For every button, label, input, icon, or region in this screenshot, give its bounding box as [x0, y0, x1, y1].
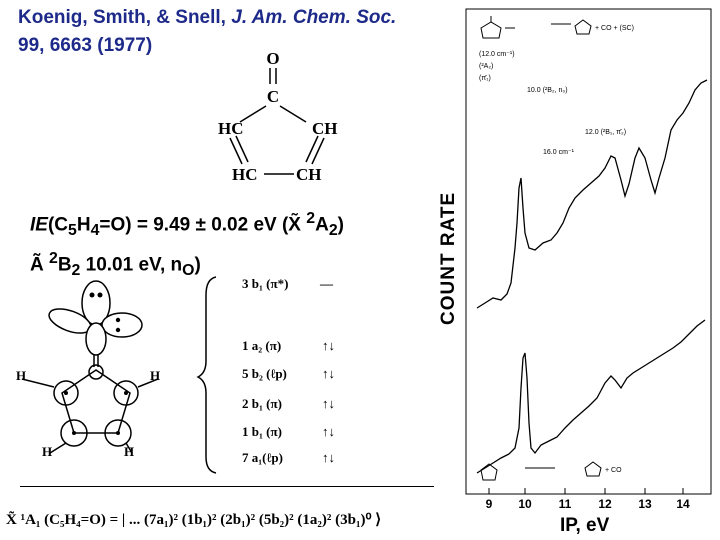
- orbital-level: 2 b₁ (π): [242, 396, 282, 411]
- orbital-occupancy: —: [320, 276, 333, 291]
- annotation-hump: 16.0 cm⁻¹: [543, 149, 575, 156]
- scheme-bottom-label: + CO: [605, 467, 622, 474]
- atom-o: O: [266, 49, 279, 68]
- spectrum-trace-upper: [476, 79, 708, 309]
- reference-citation: Koenig, Smith, & Snell, J. Am. Chem. Soc…: [18, 7, 397, 56]
- orbital-occupancy: ↑↓: [322, 338, 335, 353]
- scheme-top-label: + CO + (SC): [595, 25, 634, 32]
- orbital-level: 5 b₂ (ℓp): [242, 366, 287, 381]
- x-tick-label: 10: [518, 497, 532, 510]
- photoelectron-spectrum: + CO + (SC) (12.0 cm⁻¹) (²A₂) (π̄₁) 10.0…: [465, 8, 712, 510]
- spectrum-y-axis-label: COUNT RATE: [438, 191, 459, 325]
- oxygen-lone-pair-lobes: [48, 280, 143, 356]
- annotation-pi-b: (π̄₁): [479, 75, 491, 82]
- x-tick-label: 12: [598, 497, 612, 510]
- orbital-brace: [196, 276, 217, 474]
- orbital-level: 1 a₂ (π): [242, 338, 282, 353]
- annotation-120: 12.0 (²B₁, π̄₂): [585, 129, 626, 136]
- orbital-level-list: 3 b₁ (π*) — 1 a₂ (π) ↑↓ 5 b₂ (ℓp) ↑↓ 2 b…: [242, 276, 362, 476]
- atom-c: C: [267, 87, 279, 106]
- orbital-level: 7 a₁(ℓp): [242, 450, 283, 465]
- orbital-lobe-diagram: H H H H: [16, 280, 160, 459]
- electron-configuration: X̃ ¹A₁ (C₅H₄=O) = | ... (7a₁)² (1b₁)² (2…: [6, 512, 382, 528]
- reaction-scheme-bottom: [480, 461, 602, 481]
- x-tick-label: 9: [486, 497, 493, 510]
- spectrum-x-axis-label: IP, eV: [560, 515, 610, 536]
- orbital-occupancy: ↑↓: [322, 424, 335, 439]
- x-tick-label: 11: [559, 497, 572, 510]
- spectrum-x-axis: [488, 488, 684, 494]
- orbital-level: 3 b₁ (π*): [242, 276, 289, 291]
- reaction-scheme-top: [480, 16, 592, 39]
- x-tick-label: 14: [676, 497, 690, 510]
- orbital-occupancy: ↑↓: [322, 450, 335, 465]
- cyclopentadienone-structure: O C HC CH HC CH: [218, 49, 338, 184]
- atom-ch-right: CH: [312, 119, 338, 138]
- orbital-atom-h-bottom-left: H: [42, 444, 52, 459]
- orbital-atom-h-left: H: [16, 368, 26, 383]
- annotation-12000: (12.0 cm⁻¹): [479, 51, 515, 58]
- spectrum-frame: [465, 8, 712, 495]
- ionization-energy-text: IE(C5H4=O) = 9.49 ± 0.02 eV (X̃ 2A2) Ã 2…: [30, 210, 344, 280]
- ring-framework: [21, 364, 159, 454]
- orbital-occupancy: ↑↓: [322, 396, 335, 411]
- orbital-atom-h-right: H: [150, 368, 160, 383]
- spectrum-trace-lower: [476, 319, 706, 474]
- x-tick-label: 13: [638, 497, 652, 510]
- atom-hc-left: HC: [218, 119, 244, 138]
- annotation-no: 10.0 (²B₂, n₀): [527, 87, 568, 94]
- orbital-atom-h-bottom-right: H: [124, 444, 134, 459]
- atom-hc-bottom: HC: [232, 165, 258, 184]
- annotation-pi-a: (²A₂): [479, 63, 493, 70]
- orbital-occupancy: ↑↓: [322, 366, 335, 381]
- configuration-divider: [20, 486, 434, 487]
- orbital-level: 1 b₁ (π): [242, 424, 282, 439]
- atom-ch-bottom: CH: [296, 165, 322, 184]
